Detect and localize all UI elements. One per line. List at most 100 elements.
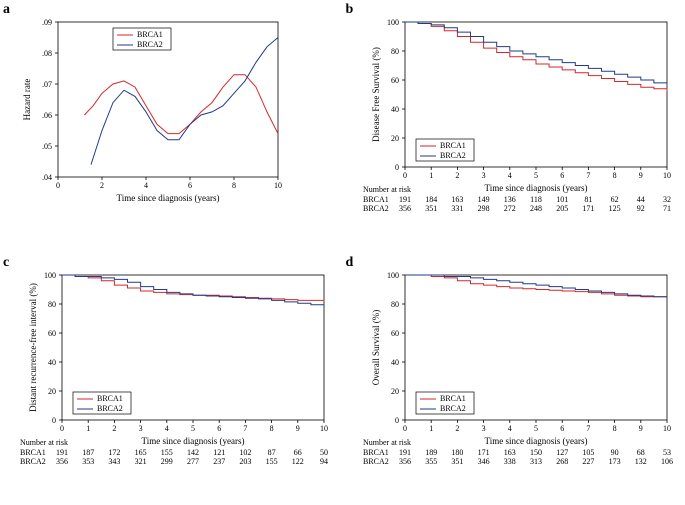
svg-text:0: 0: [56, 181, 60, 190]
svg-text:2: 2: [455, 171, 459, 180]
svg-text:BRCA1: BRCA1: [137, 30, 163, 39]
svg-text:163: 163: [451, 195, 463, 204]
svg-text:8: 8: [232, 181, 236, 190]
svg-text:0: 0: [52, 416, 56, 425]
svg-text:6: 6: [217, 424, 221, 433]
svg-text:100: 100: [387, 271, 399, 280]
svg-text:6: 6: [188, 181, 192, 190]
svg-text:BRCA1: BRCA1: [440, 141, 466, 150]
svg-text:2: 2: [455, 424, 459, 433]
svg-text:122: 122: [292, 457, 304, 466]
km-chart-d: 012345678910020406080100Time since diagn…: [361, 267, 681, 467]
svg-text:149: 149: [477, 195, 489, 204]
figure-grid: a0246810.04.05.06.07.08.09Time since dia…: [0, 0, 685, 505]
svg-text:92: 92: [636, 204, 644, 213]
svg-text:171: 171: [477, 448, 489, 457]
svg-text:101: 101: [556, 195, 568, 204]
svg-text:2: 2: [100, 181, 104, 190]
svg-text:Hazard rate: Hazard rate: [22, 79, 32, 121]
svg-text:1: 1: [86, 424, 90, 433]
svg-text:40: 40: [391, 358, 399, 367]
svg-text:163: 163: [503, 448, 515, 457]
svg-text:8: 8: [612, 171, 616, 180]
svg-text:102: 102: [239, 448, 251, 457]
svg-text:191: 191: [56, 448, 68, 457]
svg-text:3: 3: [139, 424, 143, 433]
svg-text:8: 8: [270, 424, 274, 433]
svg-text:20: 20: [391, 134, 399, 143]
svg-text:90: 90: [610, 448, 618, 457]
svg-text:20: 20: [391, 387, 399, 396]
svg-text:Number at risk: Number at risk: [363, 185, 411, 194]
svg-text:136: 136: [503, 195, 515, 204]
svg-text:BRCA1: BRCA1: [97, 394, 123, 403]
svg-text:80: 80: [48, 300, 56, 309]
svg-text:4: 4: [507, 171, 511, 180]
svg-text:237: 237: [213, 457, 225, 466]
hazard-rate-chart: 0246810.04.05.06.07.08.09Time since diag…: [18, 14, 293, 204]
svg-text:3: 3: [481, 171, 485, 180]
svg-text:106: 106: [661, 457, 673, 466]
svg-text:272: 272: [503, 204, 515, 213]
svg-text:4: 4: [144, 181, 148, 190]
svg-text:277: 277: [187, 457, 199, 466]
svg-text:BRCA2: BRCA2: [440, 151, 466, 160]
panel-label-a: a: [3, 2, 10, 18]
svg-text:BRCA2: BRCA2: [20, 457, 46, 466]
svg-text:331: 331: [451, 204, 463, 213]
svg-text:BRCA2: BRCA2: [137, 40, 163, 49]
svg-text:184: 184: [425, 195, 437, 204]
svg-text:127: 127: [556, 448, 568, 457]
svg-text:60: 60: [48, 329, 56, 338]
svg-text:9: 9: [296, 424, 300, 433]
svg-text:Distant recurrence-free interv: Distant recurrence-free interval (%): [28, 283, 38, 412]
svg-text:132: 132: [634, 457, 646, 466]
svg-text:6: 6: [560, 424, 564, 433]
panel-label-d: d: [346, 255, 354, 271]
svg-text:.06: .06: [42, 111, 52, 120]
svg-text:2: 2: [112, 424, 116, 433]
svg-text:0: 0: [60, 424, 64, 433]
svg-text:BRCA2: BRCA2: [97, 404, 123, 413]
svg-text:44: 44: [636, 195, 644, 204]
svg-text:.09: .09: [42, 18, 52, 27]
svg-text:80: 80: [391, 47, 399, 56]
svg-text:40: 40: [391, 105, 399, 114]
svg-text:Time since diagnosis (years): Time since diagnosis (years): [142, 436, 245, 446]
svg-text:205: 205: [556, 204, 568, 213]
svg-text:180: 180: [451, 448, 463, 457]
svg-text:Overall Survival (%): Overall Survival (%): [371, 309, 381, 384]
svg-text:203: 203: [239, 457, 251, 466]
svg-text:155: 155: [161, 448, 173, 457]
svg-text:BRCA2: BRCA2: [363, 204, 389, 213]
svg-text:94: 94: [320, 457, 328, 466]
svg-text:171: 171: [582, 204, 594, 213]
svg-text:BRCA1: BRCA1: [363, 195, 389, 204]
svg-text:268: 268: [556, 457, 568, 466]
svg-text:1: 1: [429, 424, 433, 433]
panel-label-b: b: [346, 2, 354, 18]
svg-text:118: 118: [530, 195, 542, 204]
svg-text:32: 32: [663, 195, 671, 204]
svg-text:3: 3: [481, 424, 485, 433]
svg-text:338: 338: [503, 457, 515, 466]
svg-text:5: 5: [191, 424, 195, 433]
svg-text:8: 8: [612, 424, 616, 433]
svg-text:353: 353: [82, 457, 94, 466]
svg-text:66: 66: [294, 448, 302, 457]
svg-text:68: 68: [636, 448, 644, 457]
svg-text:.04: .04: [42, 173, 52, 182]
svg-text:227: 227: [582, 457, 594, 466]
svg-text:10: 10: [663, 424, 671, 433]
svg-text:343: 343: [108, 457, 120, 466]
svg-text:187: 187: [82, 448, 94, 457]
svg-text:248: 248: [530, 204, 542, 213]
svg-text:356: 356: [399, 457, 411, 466]
panel-d: d012345678910020406080100Time since diag…: [343, 253, 685, 505]
svg-text:.07: .07: [42, 80, 52, 89]
svg-text:Number at risk: Number at risk: [363, 438, 411, 447]
svg-text:351: 351: [425, 204, 437, 213]
km-chart-c: 012345678910020406080100Time since diagn…: [18, 267, 338, 467]
svg-text:71: 71: [663, 204, 671, 213]
svg-text:80: 80: [391, 300, 399, 309]
